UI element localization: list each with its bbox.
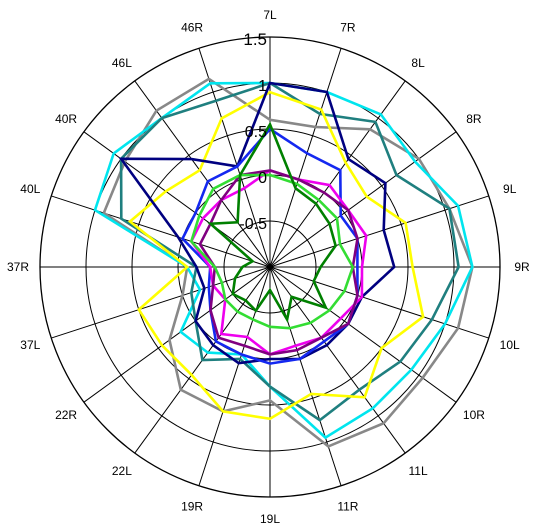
category-label: 10R — [463, 408, 485, 422]
series-line-9 — [189, 173, 355, 330]
category-label: 46R — [181, 20, 203, 34]
category-label: 22R — [55, 408, 77, 422]
category-label: 8L — [411, 56, 425, 70]
series-line-3 — [119, 81, 460, 422]
radar-grid — [39, 36, 501, 498]
radial-tick-label: 0.5 — [245, 124, 267, 141]
category-label: 37R — [7, 260, 29, 274]
grid-spoke — [269, 80, 406, 268]
category-label: 40R — [55, 112, 77, 126]
category-label: 19L — [260, 512, 280, 526]
grid-spoke — [51, 266, 271, 339]
category-label: 37L — [20, 338, 40, 352]
series-line-1 — [102, 77, 474, 448]
category-label: 8R — [466, 112, 482, 126]
grid-spoke — [198, 48, 271, 268]
category-label: 7R — [340, 20, 356, 34]
series-line-6 — [180, 127, 359, 365]
category-label: 40L — [20, 182, 40, 196]
series-layer — [93, 77, 474, 448]
grid-spoke — [198, 266, 271, 486]
radial-tick-label: 0 — [258, 170, 267, 187]
category-label: 19R — [181, 500, 203, 514]
grid-spoke — [269, 266, 489, 339]
grid-spoke — [134, 80, 271, 268]
category-label: 7L — [263, 8, 277, 22]
category-label: 9R — [514, 260, 530, 274]
category-label: 46L — [112, 56, 132, 70]
category-label: 11R — [337, 500, 358, 514]
grid-spoke — [269, 195, 489, 268]
grid-spoke — [83, 131, 271, 268]
grid-spoke — [269, 131, 457, 268]
series-line-5 — [118, 81, 396, 365]
category-label: 11L — [409, 464, 428, 478]
grid-spoke — [51, 195, 271, 268]
series-line-10 — [207, 121, 338, 324]
category-labels: 7L 7R 8L 8R 9L 9R 10L 10R 11L 11R 19L 19R 22L 22R 37L 3… — [7, 8, 530, 526]
series-line-8 — [198, 169, 359, 356]
grid-spoke — [269, 266, 457, 403]
series-line-4 — [127, 90, 425, 421]
radial-tick-label: 1.5 — [243, 30, 267, 49]
grid-spoke — [269, 48, 342, 268]
radial-tick-labels: -0.5 0 0.5 1 1.5 — [239, 30, 267, 233]
radial-tick-label: 1 — [258, 78, 267, 95]
grid-spoke — [269, 266, 342, 486]
grid-spoke — [83, 266, 271, 403]
category-label: 22L — [112, 464, 132, 478]
radial-tick-label: -0.5 — [239, 216, 267, 233]
category-label: 9L — [503, 182, 517, 196]
category-label: 10L — [500, 338, 520, 352]
